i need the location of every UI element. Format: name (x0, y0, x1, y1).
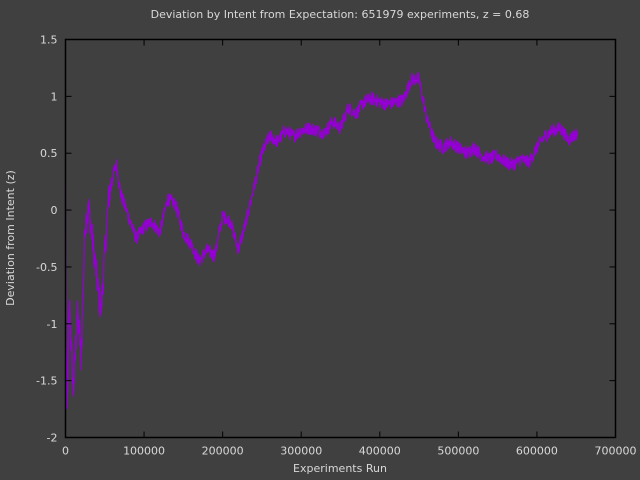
y-axis-label: Deviation from Intent (z) (4, 170, 17, 306)
x-axis-label: Experiments Run (293, 462, 387, 475)
y-tick-label: 0 (51, 204, 58, 217)
x-tick-label: 0 (62, 445, 69, 458)
y-tick-label: -1.5 (36, 375, 57, 388)
x-tick-label: 400000 (359, 445, 401, 458)
x-tick-label: 600000 (516, 445, 558, 458)
y-tick-label: 1.5 (40, 34, 58, 47)
x-tick-label: 700000 (595, 445, 637, 458)
x-tick-label: 100000 (123, 445, 165, 458)
y-tick-label: -2 (47, 432, 58, 445)
chart-title: Deviation by Intent from Expectation: 65… (151, 8, 530, 21)
x-axis: 0 100000 200000 300000 400000 500000 600000 700… (62, 39, 637, 458)
y-axis: 1.5 1 0.5 0 -0.5 -1 -1.5 -2 (36, 34, 616, 445)
y-tick-label: -1 (47, 318, 58, 331)
plot-frame (64, 38, 617, 439)
x-tick-label: 500000 (437, 445, 479, 458)
y-tick-label: -0.5 (36, 261, 57, 274)
x-tick-label: 200000 (202, 445, 244, 458)
plot-area (64, 71, 579, 410)
y-tick-label: 1 (51, 90, 58, 103)
x-tick-label: 300000 (280, 445, 322, 458)
y-tick-label: 0.5 (40, 147, 58, 160)
data-series-line (64, 71, 579, 410)
